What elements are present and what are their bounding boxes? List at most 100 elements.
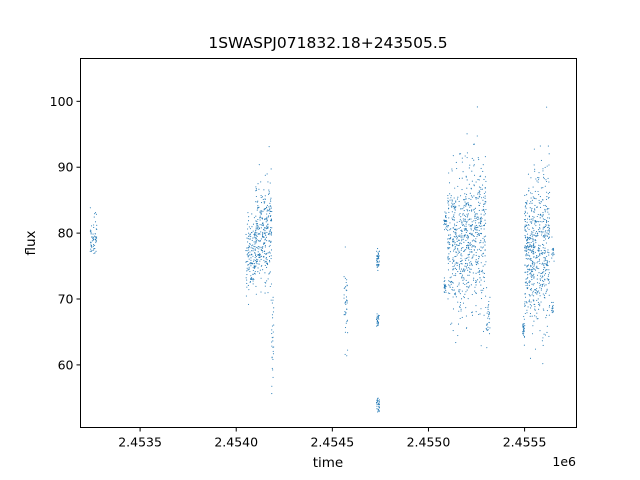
data-point xyxy=(455,251,457,254)
data-point xyxy=(464,215,467,217)
data-point xyxy=(247,260,249,262)
data-point xyxy=(376,256,379,258)
data-point xyxy=(260,247,262,249)
data-point xyxy=(266,262,268,264)
data-point xyxy=(532,264,534,266)
data-point xyxy=(528,190,530,192)
data-point xyxy=(377,402,379,404)
data-point xyxy=(255,236,257,239)
data-point xyxy=(527,268,529,270)
data-point xyxy=(464,193,466,195)
data-point xyxy=(273,346,275,348)
data-point xyxy=(261,211,263,213)
data-point xyxy=(262,198,264,201)
data-point xyxy=(376,322,378,324)
data-point xyxy=(450,283,452,285)
data-point xyxy=(488,300,490,303)
data-point xyxy=(483,192,485,195)
data-point xyxy=(376,400,378,402)
data-point xyxy=(547,217,549,219)
data-point xyxy=(269,207,271,209)
data-point xyxy=(346,279,348,281)
data-point xyxy=(531,210,533,212)
data-point xyxy=(538,244,540,246)
data-point xyxy=(453,219,455,221)
data-point xyxy=(530,288,532,290)
data-point xyxy=(476,135,478,137)
data-point xyxy=(264,174,266,176)
data-point xyxy=(457,301,459,303)
data-point xyxy=(346,285,348,287)
data-point xyxy=(539,224,541,226)
data-point xyxy=(524,250,526,252)
data-point xyxy=(542,199,544,201)
data-point xyxy=(245,277,247,279)
data-point xyxy=(529,248,531,250)
data-point xyxy=(473,249,475,251)
data-point xyxy=(543,249,545,251)
data-point xyxy=(530,272,532,274)
data-point xyxy=(461,316,463,319)
data-point xyxy=(452,215,454,217)
data-point xyxy=(475,251,477,254)
data-point xyxy=(539,303,541,305)
data-point xyxy=(483,239,485,241)
data-point xyxy=(466,257,468,260)
data-point xyxy=(461,235,463,237)
data-point xyxy=(464,293,466,295)
data-point xyxy=(265,225,268,227)
data-point xyxy=(530,192,532,194)
data-point xyxy=(462,269,464,271)
data-point xyxy=(523,336,526,338)
data-point xyxy=(526,278,528,280)
data-point xyxy=(377,265,379,267)
data-point xyxy=(473,143,475,145)
data-point xyxy=(546,325,548,327)
data-point xyxy=(539,295,541,297)
data-point xyxy=(245,261,248,263)
data-point xyxy=(466,193,468,195)
data-point xyxy=(376,318,378,320)
data-point xyxy=(378,405,380,407)
data-point xyxy=(462,247,464,249)
data-point xyxy=(483,214,485,216)
data-point xyxy=(533,277,535,279)
data-point xyxy=(455,267,457,269)
data-point xyxy=(252,273,254,275)
data-point xyxy=(458,284,460,286)
data-point xyxy=(251,250,253,252)
data-point xyxy=(445,220,447,222)
data-point xyxy=(546,278,548,280)
data-point xyxy=(447,200,449,202)
data-point xyxy=(536,288,538,290)
data-point xyxy=(259,215,261,217)
data-point xyxy=(458,282,460,284)
data-point xyxy=(465,291,467,293)
data-point xyxy=(478,267,480,270)
data-point xyxy=(542,218,544,220)
data-point xyxy=(272,376,274,378)
data-point xyxy=(485,180,487,182)
data-point xyxy=(90,250,93,252)
data-point xyxy=(475,264,478,266)
data-point xyxy=(543,226,545,228)
data-point xyxy=(525,281,527,283)
data-point xyxy=(270,197,272,199)
data-point xyxy=(254,235,256,237)
data-point xyxy=(452,244,454,246)
data-point xyxy=(465,229,467,231)
data-point xyxy=(246,250,248,252)
data-point xyxy=(466,286,468,288)
data-point xyxy=(269,244,271,246)
data-point xyxy=(445,217,447,219)
data-point xyxy=(542,215,544,217)
data-point xyxy=(523,327,525,329)
data-point xyxy=(472,235,474,237)
data-point xyxy=(269,229,272,231)
data-point xyxy=(377,400,379,402)
data-point xyxy=(266,259,268,261)
data-point xyxy=(530,258,532,260)
data-point xyxy=(455,229,457,231)
data-point xyxy=(448,211,450,213)
data-point xyxy=(444,211,446,213)
